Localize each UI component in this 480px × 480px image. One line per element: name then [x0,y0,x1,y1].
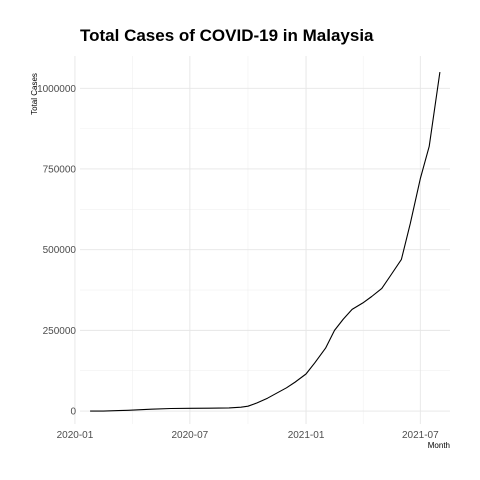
series-layer [90,72,441,412]
y-tick-label: 250000 [43,326,77,337]
gridlines [74,56,450,424]
x-tick-label: 2021-01 [288,430,325,441]
chart-title: Total Cases of COVID-19 in Malaysia [80,26,374,45]
y-tick-labels: 0 250000 500000 750000 1000000 [37,84,76,418]
x-axis-title: Month [428,441,450,450]
y-tick-label: 0 [70,407,76,418]
y-axis-title: Total Cases [30,73,39,115]
x-tick-labels: 2020-01 2020-07 2021-01 2021-07 [57,430,440,441]
x-tick-label: 2021-07 [402,430,439,441]
series-line [90,72,441,412]
x-tick-label: 2020-01 [57,430,94,441]
y-tick-label: 750000 [43,164,77,175]
x-tick-label: 2020-07 [172,430,209,441]
y-tick-label: 500000 [43,245,77,256]
y-tick-label: 1000000 [37,84,76,95]
